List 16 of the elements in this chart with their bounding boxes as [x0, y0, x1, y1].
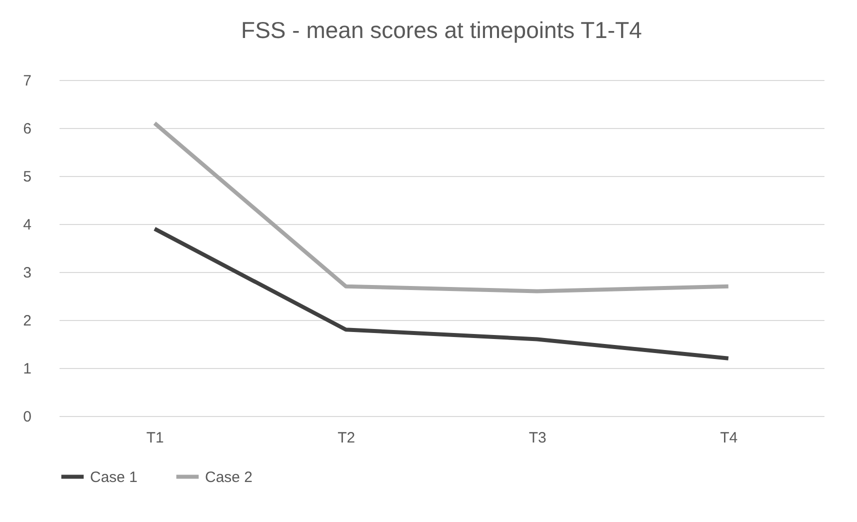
x-tick-label: T3	[528, 430, 546, 446]
y-tick-label: 4	[23, 216, 32, 234]
y-tick-label: 6	[23, 120, 32, 138]
chart-title: FSS - mean scores at timepoints T1-T4	[241, 17, 642, 43]
y-tick-label: 2	[23, 312, 32, 330]
x-tick-label: T1	[146, 430, 164, 446]
x-tick-label: T2	[338, 430, 356, 446]
y-tick-label: 3	[23, 264, 32, 282]
y-tick-label: 0	[23, 408, 32, 426]
legend-label: Case 1	[90, 468, 138, 486]
x-tick-label: T4	[720, 430, 738, 446]
y-tick-label: 1	[23, 360, 32, 378]
y-tick-label: 7	[23, 72, 32, 90]
y-tick-label: 5	[23, 168, 32, 186]
legend-label: Case 2	[205, 468, 253, 486]
line-series	[152, 226, 730, 360]
